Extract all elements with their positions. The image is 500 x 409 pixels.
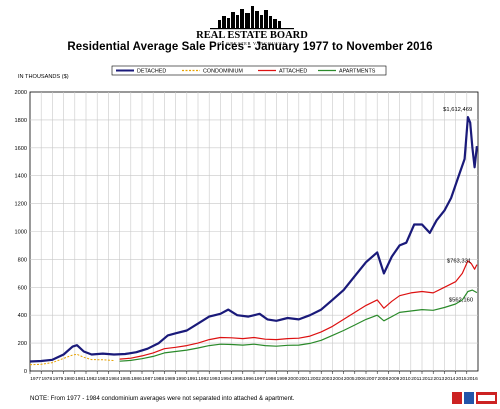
x-tick-label: 2012: [422, 376, 433, 382]
end-labels: $1,612,469 $763,331 $562,160: [443, 107, 473, 303]
x-tick-label: 2007: [366, 376, 377, 382]
end-label-detached: $1,612,469: [443, 107, 472, 113]
y-tick-label: 1000: [15, 230, 27, 236]
x-tick-label: 1995: [232, 376, 243, 382]
y-tick-label: 1600: [15, 146, 27, 152]
x-tick-label: 2005: [344, 376, 355, 382]
x-tick-label: 2008: [377, 376, 388, 382]
legend: DETACHED CONDOMINIUM ATTACHED APARTMENTS: [111, 65, 387, 76]
y-tick-label: 1400: [15, 174, 27, 180]
end-label-attached: $763,331: [447, 259, 471, 265]
x-tick-label: 1987: [142, 376, 153, 382]
y-tick-label: 200: [18, 341, 27, 347]
x-tick-label: 2011: [411, 376, 422, 382]
x-tick-label: 1991: [187, 376, 198, 382]
series-line-condominium: [29, 353, 115, 366]
series-layer: [29, 116, 478, 366]
x-tick-label: 1982: [86, 376, 97, 382]
x-tick-label: 2016: [467, 376, 478, 382]
x-tick-label: 1996: [243, 376, 254, 382]
x-tick-label: 2014: [445, 376, 456, 382]
x-tick-label: 1981: [75, 376, 86, 382]
y-tick-label: 0: [24, 369, 27, 375]
y-tick-label: 400: [18, 313, 27, 319]
y-axis-label: IN THOUSANDS ($): [18, 74, 69, 80]
x-tick-label: 2002: [310, 376, 321, 382]
x-tick-label: 2004: [333, 376, 344, 382]
legend-label-attached: ATTACHED: [279, 69, 307, 75]
x-tick-label: 1997: [254, 376, 265, 382]
chart-title: Residential Average Sale Prices - Januar…: [67, 41, 433, 53]
grid: [29, 91, 479, 372]
x-tick-label: 1983: [97, 376, 108, 382]
x-tick-label: 2015: [456, 376, 467, 382]
x-tick-label: 1985: [120, 376, 131, 382]
x-tick-label: 1994: [221, 376, 232, 382]
x-tick-label: 1979: [53, 376, 64, 382]
x-tick-label: 1993: [209, 376, 220, 382]
x-tick-label: 1986: [131, 376, 142, 382]
series-line-attached: [119, 260, 478, 360]
brand-name: REAL ESTATE BOARD: [196, 30, 308, 41]
y-tick-label: 600: [18, 285, 27, 291]
real-estate-board-logo: REAL ESTATE BOARD OF GREATER VANCOUVER: [196, 6, 308, 46]
x-tick-label: 1999: [277, 376, 288, 382]
end-label-apartments: $562,160: [449, 298, 473, 304]
x-tick-label: 2003: [321, 376, 332, 382]
y-tick-label: 1200: [15, 202, 27, 208]
footnote: NOTE: From 1977 - 1984 condominium avera…: [30, 395, 295, 402]
legend-box: [111, 65, 387, 76]
x-tick-label: 1992: [198, 376, 209, 382]
x-tick-label: 2001: [299, 376, 310, 382]
x-tick-label: 1977: [30, 376, 41, 382]
series-line-apartments: [119, 289, 478, 362]
legend-label-condominium: CONDOMINIUM: [203, 69, 243, 75]
partner-logos: [452, 392, 497, 404]
x-tick-label: 1988: [153, 376, 164, 382]
x-tick-label: 1989: [165, 376, 176, 382]
x-tick-label: 2000: [288, 376, 299, 382]
y-tick-label: 2000: [15, 90, 27, 96]
series-line-detached: [29, 116, 478, 363]
brand-subtitle: OF GREATER VANCOUVER: [217, 41, 286, 46]
legend-label-apartments: APARTMENTS: [339, 69, 376, 75]
x-tick-label: 2006: [355, 376, 366, 382]
x-tick-label: 1984: [109, 376, 120, 382]
x-tick-label: 1998: [265, 376, 276, 382]
legend-label-detached: DETACHED: [137, 69, 166, 75]
axes: 0 200 400 600 800 1000 1200 1400 1600 1800 2000 197…: [15, 74, 479, 382]
x-tick-label: 1978: [41, 376, 52, 382]
x-tick-label: 1990: [176, 376, 187, 382]
y-tick-label: 800: [18, 257, 27, 263]
x-tick-label: 1980: [64, 376, 75, 382]
x-tick-label: 2010: [400, 376, 411, 382]
y-tick-label: 1800: [15, 118, 27, 124]
x-tick-label: 2013: [433, 376, 444, 382]
x-tick-label: 2009: [389, 376, 400, 382]
